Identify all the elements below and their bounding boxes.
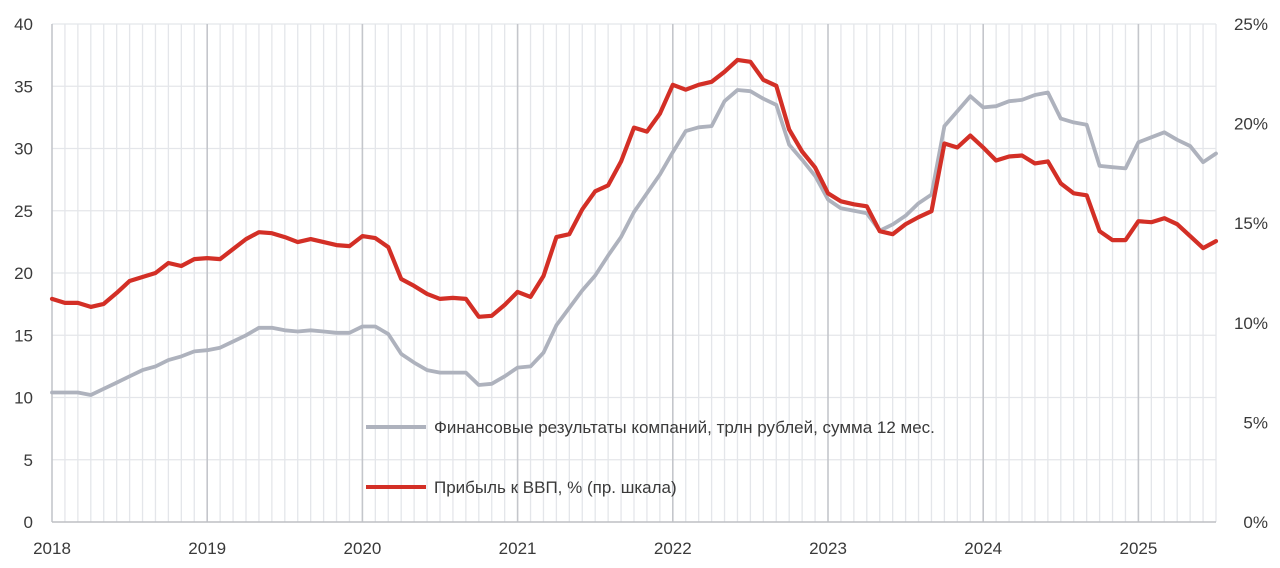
left-tick-label: 0 [24, 513, 33, 532]
series-line-1 [50, 88, 1218, 397]
left-tick-label: 10 [14, 389, 33, 408]
series-layer [49, 57, 1219, 397]
right-tick-label: 15% [1234, 214, 1268, 233]
legend-label-series-1: Финансовые результаты компаний, трлн руб… [434, 418, 935, 437]
left-tick-label: 35 [14, 77, 33, 96]
left-tick-label: 40 [14, 15, 33, 34]
left-tick-label: 20 [14, 264, 33, 283]
left-tick-label: 15 [14, 326, 33, 345]
x-tick-label: 2024 [964, 539, 1002, 558]
left-tick-label: 5 [24, 451, 33, 470]
left-tick-label: 25 [14, 202, 33, 221]
x-tick-label: 2021 [499, 539, 537, 558]
right-tick-label: 10% [1234, 314, 1268, 333]
x-tick-label: 2025 [1119, 539, 1157, 558]
right-tick-label: 5% [1243, 413, 1268, 432]
legend: Финансовые результаты компаний, трлн руб… [366, 418, 935, 497]
x-tick-label: 2020 [343, 539, 381, 558]
right-axis-tick-labels: 0% 5% 10% 15% 20% 25% [1234, 15, 1268, 532]
right-tick-label: 20% [1234, 115, 1268, 134]
major-gridlines [51, 24, 1140, 522]
legend-label-series-2: Прибыль к ВВП, % (пр. шкала) [434, 478, 677, 497]
x-tick-label: 2022 [654, 539, 692, 558]
series-line-2 [49, 57, 1219, 319]
minor-gridlines [52, 23, 1217, 522]
x-tick-label: 2018 [33, 539, 71, 558]
right-tick-label: 25% [1234, 15, 1268, 34]
x-tick-label: 2019 [188, 539, 226, 558]
left-axis-tick-labels: 0 5 10 15 20 25 30 35 40 [14, 15, 33, 532]
left-tick-label: 30 [14, 140, 33, 159]
x-tick-label: 2023 [809, 539, 847, 558]
x-axis-tick-labels: 2018 2019 2020 2021 2022 2023 2024 2025 [33, 539, 1157, 558]
right-tick-label: 0% [1243, 513, 1268, 532]
